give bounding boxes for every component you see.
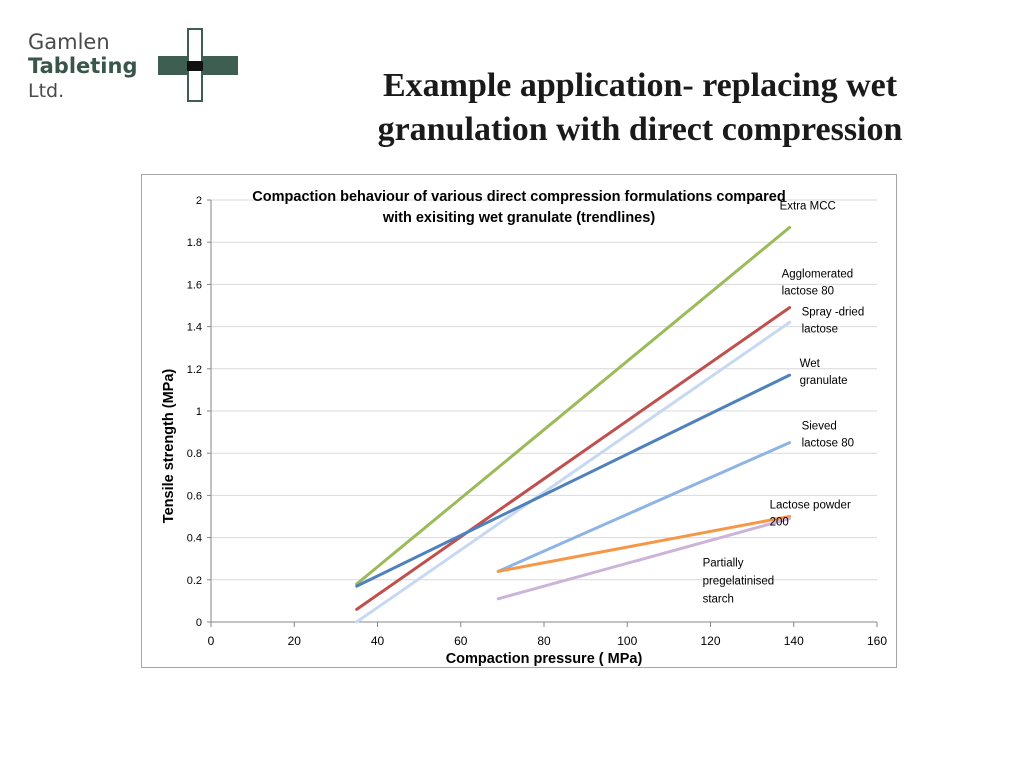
series-label: granulate xyxy=(800,375,848,387)
series-line xyxy=(496,515,792,573)
y-tick-label: 0.4 xyxy=(187,533,202,545)
y-tick-label: 1.8 xyxy=(187,237,202,249)
logo-text-line3: Ltd. xyxy=(28,80,65,102)
y-tick-label: 1.2 xyxy=(187,364,202,376)
chart-container: 0 0.2 0.4 0.6 0.8 1 1.2 1.4 1.6 1.8 2 0 20 40 60 80 100 1… xyxy=(141,174,897,668)
series-label: lactose 80 xyxy=(782,286,834,298)
series-line xyxy=(496,441,792,573)
chart-title-line2: with exisiting wet granulate (trendlines… xyxy=(382,210,655,226)
series-label: 200 xyxy=(770,517,789,529)
series-label: lactose 80 xyxy=(802,438,854,450)
series-label: Extra MCC xyxy=(780,200,836,212)
series-line xyxy=(355,225,792,586)
y-tick-label: 0 xyxy=(196,617,202,629)
logo-text-line2: Tableting xyxy=(28,54,138,78)
slide-title-line2: granulation with direct compression xyxy=(377,111,903,148)
y-tick-label: 0.6 xyxy=(187,490,202,502)
x-tick-label: 80 xyxy=(537,634,551,648)
x-tick-label: 20 xyxy=(288,634,302,648)
x-tick-label: 100 xyxy=(617,634,637,648)
y-axis-title: Tensile strength (MPa) xyxy=(161,369,177,524)
compaction-chart: 00.20.40.60.811.21.41.61.820 20 40 60 80 100 1… xyxy=(161,189,888,667)
series-label: pregelatinised xyxy=(703,576,775,588)
x-tick-label: 60 xyxy=(454,634,468,648)
gamlen-logo: Gamlen Tableting Ltd. xyxy=(28,28,243,106)
y-tick-label: 1.4 xyxy=(187,322,202,334)
y-tick-label: 1.6 xyxy=(187,279,202,291)
logo-core xyxy=(187,61,203,71)
x-tick-label: 120 xyxy=(700,634,720,648)
x-tick-label: 160 xyxy=(867,634,887,648)
slide-title: Example application- replacing wet granu… xyxy=(300,64,980,152)
series-label: starch xyxy=(703,594,734,606)
series-line xyxy=(355,306,792,611)
chart-title-line1: Compaction behaviour of various direct c… xyxy=(252,189,785,205)
x-axis-title: Compaction pressure ( MPa) xyxy=(446,651,643,667)
gridlines xyxy=(211,199,877,581)
axes: 00.20.40.60.811.21.41.61.820 20 40 60 80 100 1… xyxy=(187,195,888,648)
x-tick-label: 0 xyxy=(208,634,215,648)
series-label: Agglomerated xyxy=(782,269,854,281)
series-line xyxy=(355,373,792,588)
series-label: Partially xyxy=(703,558,744,570)
series-label: lactose xyxy=(802,323,838,335)
x-tick-label: 140 xyxy=(784,634,804,648)
x-tick-label: 40 xyxy=(371,634,385,648)
y-tick-label: 0.8 xyxy=(187,448,202,460)
series-label: Spray -dried xyxy=(802,306,865,318)
y-tick-label: 0.2 xyxy=(187,575,202,587)
slide-title-line1: Example application- replacing wet xyxy=(382,67,898,104)
y-tick-label: 2 xyxy=(196,195,202,207)
y-tick-label: 1 xyxy=(196,406,202,418)
series-lines xyxy=(355,225,792,624)
series-label: Lactose powder xyxy=(770,500,851,512)
series-line xyxy=(496,517,792,601)
series-label: Wet xyxy=(800,358,821,370)
series-labels: Extra MCC Agglomerated lactose 80 Spray -dr… xyxy=(703,200,865,605)
series-label: Sieved xyxy=(802,421,837,433)
series-line xyxy=(355,320,792,624)
logo-text-line1: Gamlen xyxy=(28,30,110,54)
